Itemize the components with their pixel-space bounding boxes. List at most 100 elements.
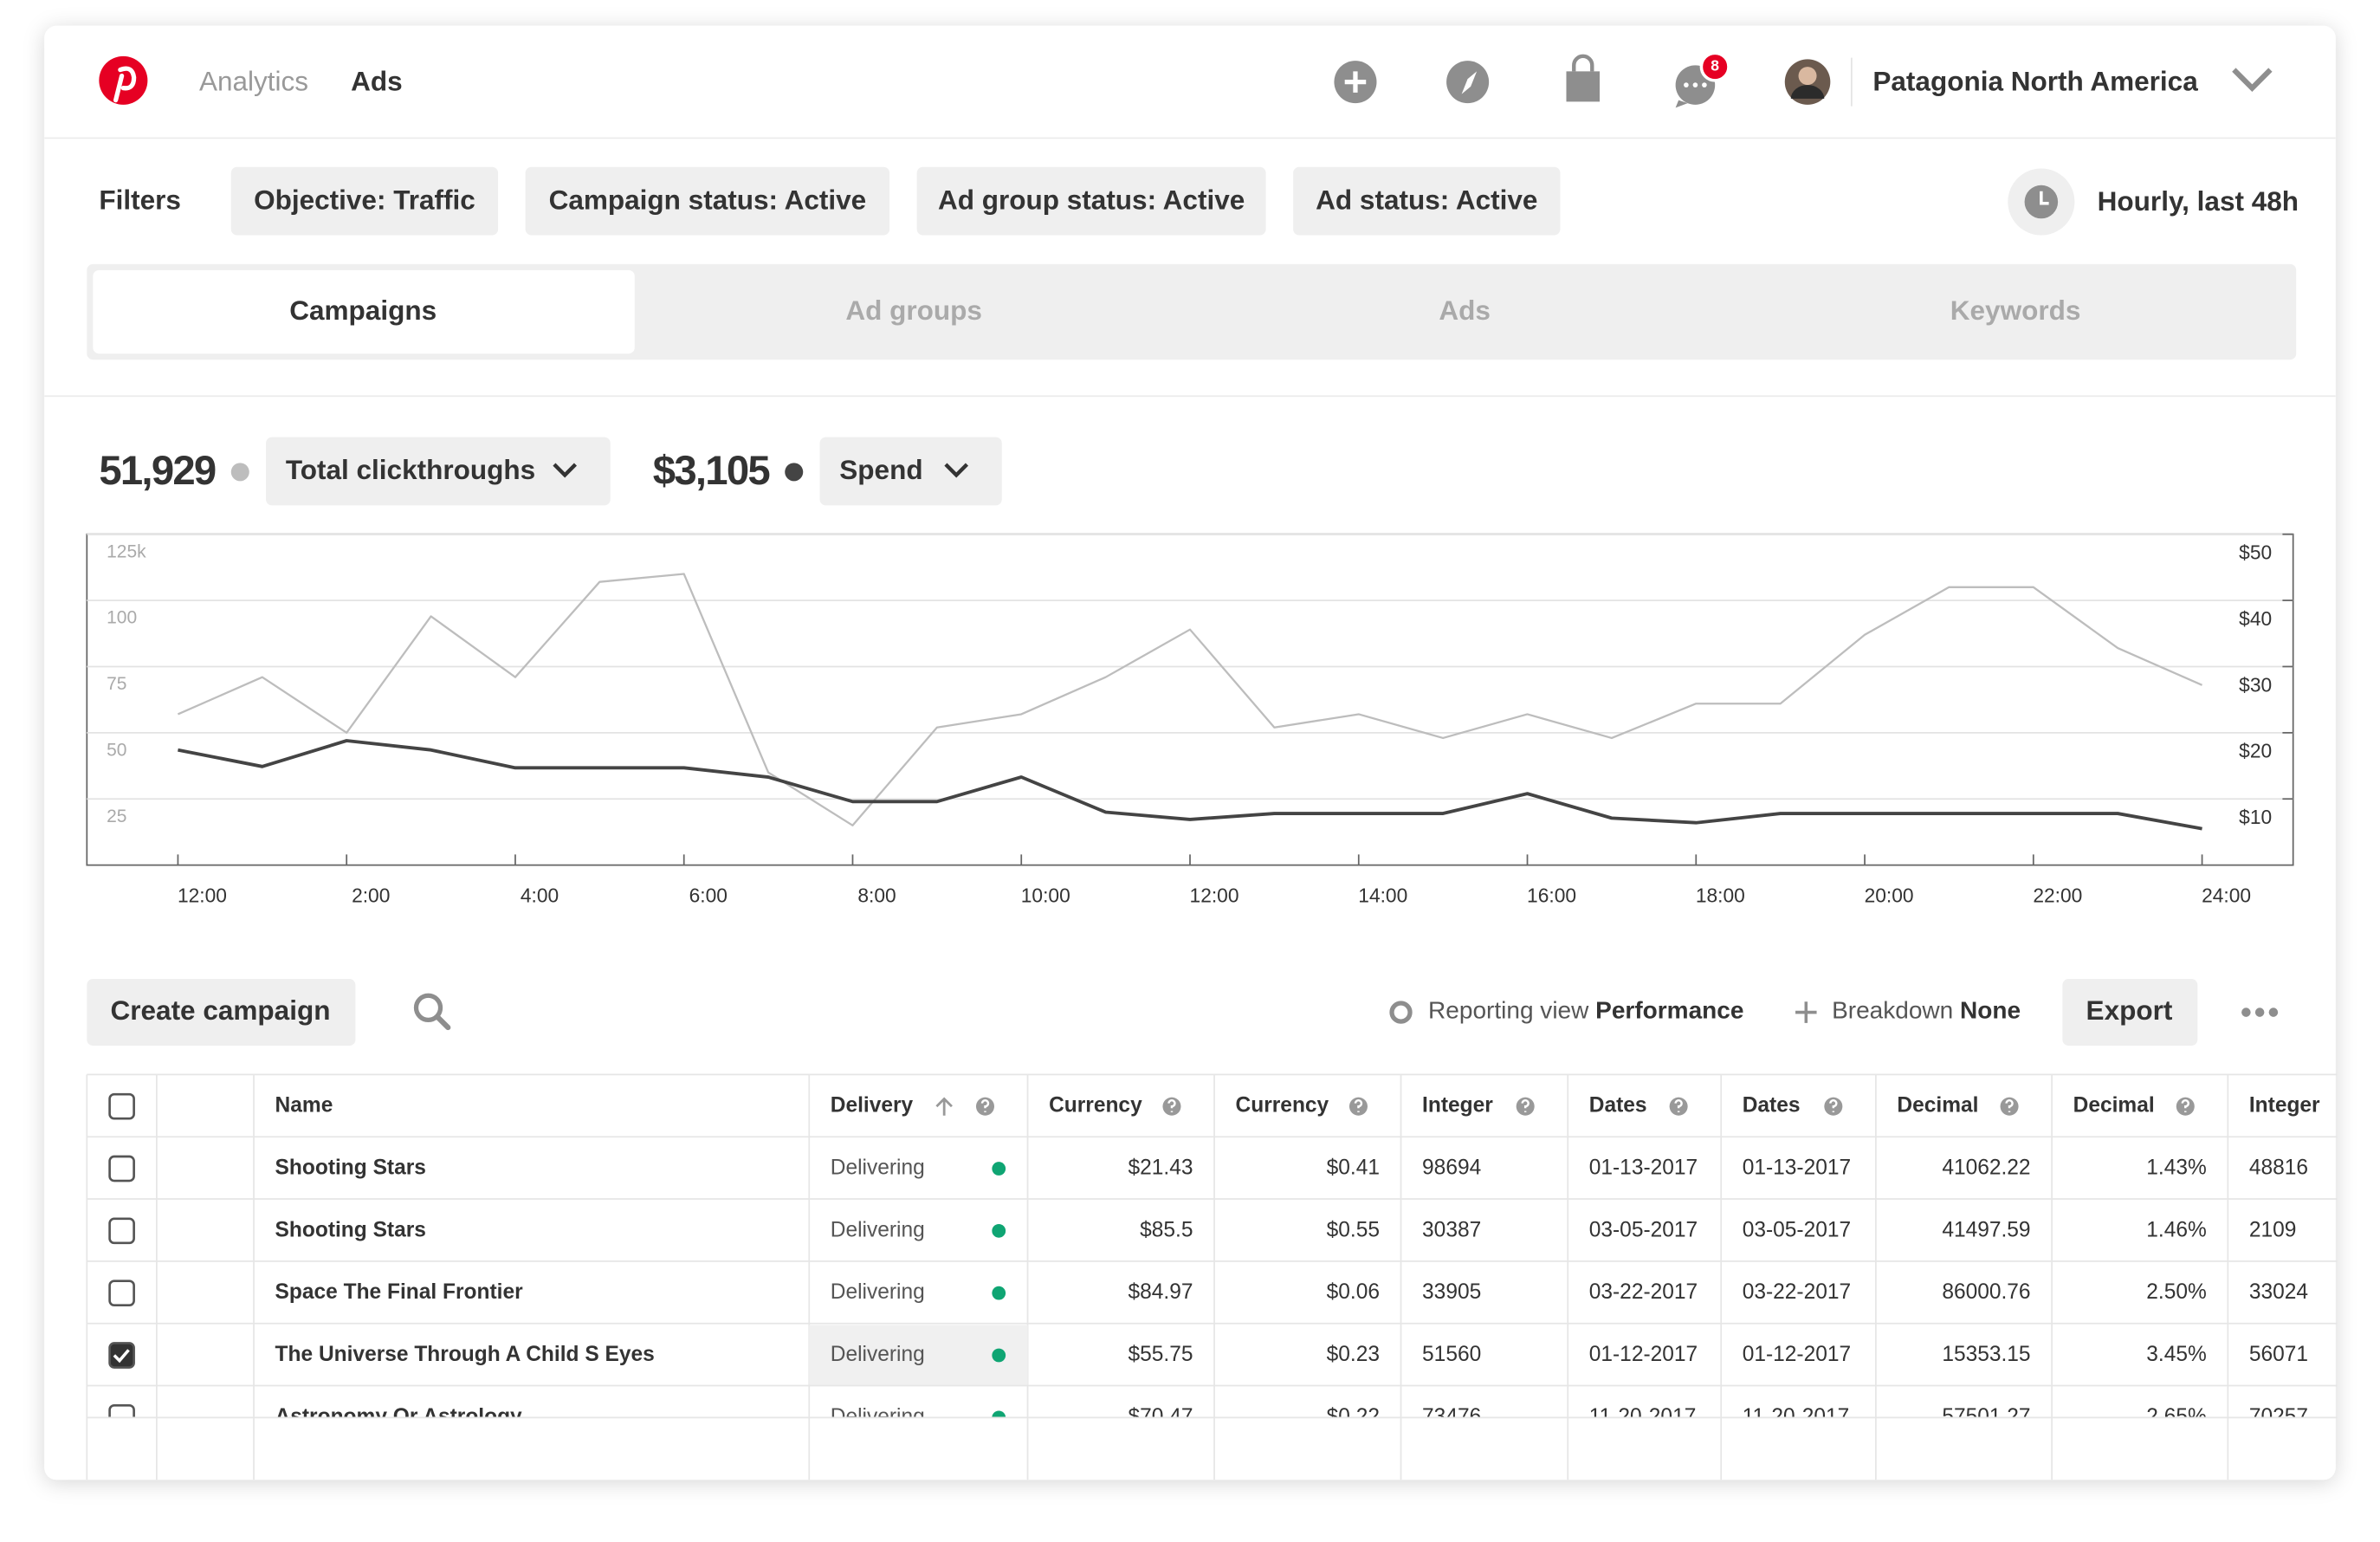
x-tick-label: 16:00 (1527, 884, 1576, 906)
x-tick-label: 20:00 (1865, 884, 1914, 906)
dropdown-chevron (553, 463, 578, 478)
column-header[interactable]: Currency (1049, 1094, 1142, 1118)
badge (1699, 51, 1730, 82)
table-cell: $0.06 (1327, 1280, 1380, 1304)
table-cell: 30387 (1422, 1218, 1481, 1241)
help-glyph (1674, 1098, 1683, 1112)
nav-link[interactable]: Ads (351, 66, 403, 97)
table-cell: 11-20-2017 (1589, 1405, 1697, 1429)
column-header[interactable]: Delivery (831, 1094, 914, 1118)
filter-chip-label: Campaign status: Active (549, 184, 867, 215)
status-dot (992, 1348, 1006, 1363)
time-range[interactable]: Hourly, last 48h (2098, 185, 2299, 217)
table-cell: 41497.59 (1942, 1218, 2030, 1241)
x-tick-label: 12:00 (1190, 884, 1239, 906)
table-body: Shooting Stars Delivering $21.43 $0.41 98694… (87, 1136, 2338, 1429)
checkbox[interactable] (108, 1280, 135, 1307)
column-header[interactable]: Decimal (1897, 1094, 1978, 1118)
checkbox[interactable] (108, 1155, 135, 1182)
search-icon[interactable] (413, 993, 451, 1031)
breakdown[interactable]: Breakdown None (1832, 997, 2021, 1024)
filter-chip-label: Ad group status: Active (938, 184, 1245, 215)
filter-chip[interactable] (1293, 166, 1561, 236)
table-cell: 51560 (1422, 1343, 1481, 1366)
more-icon[interactable] (2241, 1007, 2279, 1017)
create-button[interactable] (87, 979, 356, 1046)
table-cell: 2.50% (2146, 1280, 2207, 1304)
table-cell: 01-12-2017 (1743, 1343, 1851, 1366)
account-name[interactable]: Patagonia North America (1872, 66, 2198, 97)
status-dot (992, 1162, 1006, 1176)
y-tick-label: 100 (107, 608, 137, 628)
export-button[interactable] (2062, 979, 2198, 1046)
column-header[interactable]: Decimal (2073, 1094, 2155, 1118)
logo[interactable] (99, 55, 148, 105)
checkbox[interactable] (108, 1092, 135, 1120)
column-header[interactable]: Name (275, 1094, 333, 1118)
cell-highlight (809, 1325, 1028, 1386)
table-cell: 56071 (2249, 1343, 2308, 1366)
table-cell: 3.45% (2146, 1343, 2207, 1366)
filter-chip[interactable] (230, 166, 499, 236)
x-tick-label: 18:00 (1696, 884, 1745, 906)
x-tick-label: 6:00 (689, 884, 728, 906)
table-cell: Shooting Stars (275, 1156, 426, 1180)
table-cell: 01-12-2017 (1589, 1343, 1698, 1366)
nav-link[interactable]: Analytics (199, 66, 308, 97)
table-cell: 57501.27 (1942, 1405, 2030, 1429)
series-line (177, 573, 2203, 826)
table-cell: $0.23 (1327, 1343, 1380, 1366)
checkbox[interactable] (108, 1217, 135, 1245)
table-cell: $21.43 (1129, 1156, 1193, 1180)
help-glyph (2005, 1098, 2014, 1112)
card (44, 25, 2336, 1480)
table-cell: 48816 (2249, 1156, 2308, 1180)
filters-label: Filters (99, 184, 181, 215)
column-header[interactable]: Integer (1422, 1094, 1493, 1118)
x-tick-label: 14:00 (1358, 884, 1407, 906)
explore-icon[interactable] (1446, 61, 1490, 104)
table-cell: 41062.22 (1942, 1156, 2030, 1180)
checkbox[interactable] (108, 1342, 135, 1369)
series-line (178, 739, 2202, 831)
tab-label[interactable]: Campaigns (289, 295, 437, 326)
table-cell: Space The Final Frontier (275, 1280, 524, 1304)
table-cell: $55.75 (1129, 1343, 1193, 1366)
x-tick-label: 12:00 (178, 884, 227, 906)
filter-chip[interactable] (916, 166, 1266, 236)
metric-dropdown-label: Spend (839, 454, 922, 485)
metric-dropdown[interactable] (266, 437, 611, 506)
table-cell: 2109 (2249, 1218, 2297, 1241)
help-glyph (1521, 1098, 1530, 1112)
metric-dropdown[interactable] (819, 437, 1002, 506)
table-cell: 01-13-2017 (1743, 1156, 1851, 1180)
x-tick-label: 2:00 (352, 884, 390, 906)
help-glyph (2181, 1098, 2189, 1112)
tab-label[interactable]: Ad groups (845, 295, 982, 326)
account-chevron[interactable] (2232, 68, 2273, 92)
column-header[interactable]: Integer (2249, 1094, 2320, 1118)
table-cell: 01-13-2017 (1589, 1156, 1698, 1180)
add-icon[interactable] (1334, 61, 1377, 104)
table-cell: Delivering (831, 1343, 925, 1366)
filter-chip[interactable] (525, 166, 890, 236)
create-label: Create campaign (110, 995, 330, 1026)
checkbox[interactable] (108, 1404, 135, 1429)
metric-value: 51,929 (99, 448, 216, 494)
tab-label[interactable]: Keywords (1950, 295, 2081, 326)
tab-label[interactable]: Ads (1439, 295, 1491, 326)
reporting-view[interactable]: Reporting view Performance (1428, 997, 1743, 1024)
column-header[interactable]: Dates (1743, 1094, 1801, 1118)
table-cell: 1.46% (2146, 1218, 2207, 1241)
help-glyph (980, 1098, 990, 1112)
shop-icon[interactable] (1566, 54, 1601, 102)
avatar[interactable] (1784, 59, 1831, 105)
table-cell: 70257 (2249, 1405, 2308, 1429)
x-tick-label: 4:00 (521, 884, 559, 906)
table-cell: 2.65% (2146, 1405, 2207, 1429)
status-dot (992, 1410, 1006, 1418)
column-header[interactable]: Currency (1236, 1094, 1329, 1118)
column-header[interactable]: Dates (1589, 1094, 1647, 1118)
gear-icon[interactable] (1389, 1001, 1413, 1024)
